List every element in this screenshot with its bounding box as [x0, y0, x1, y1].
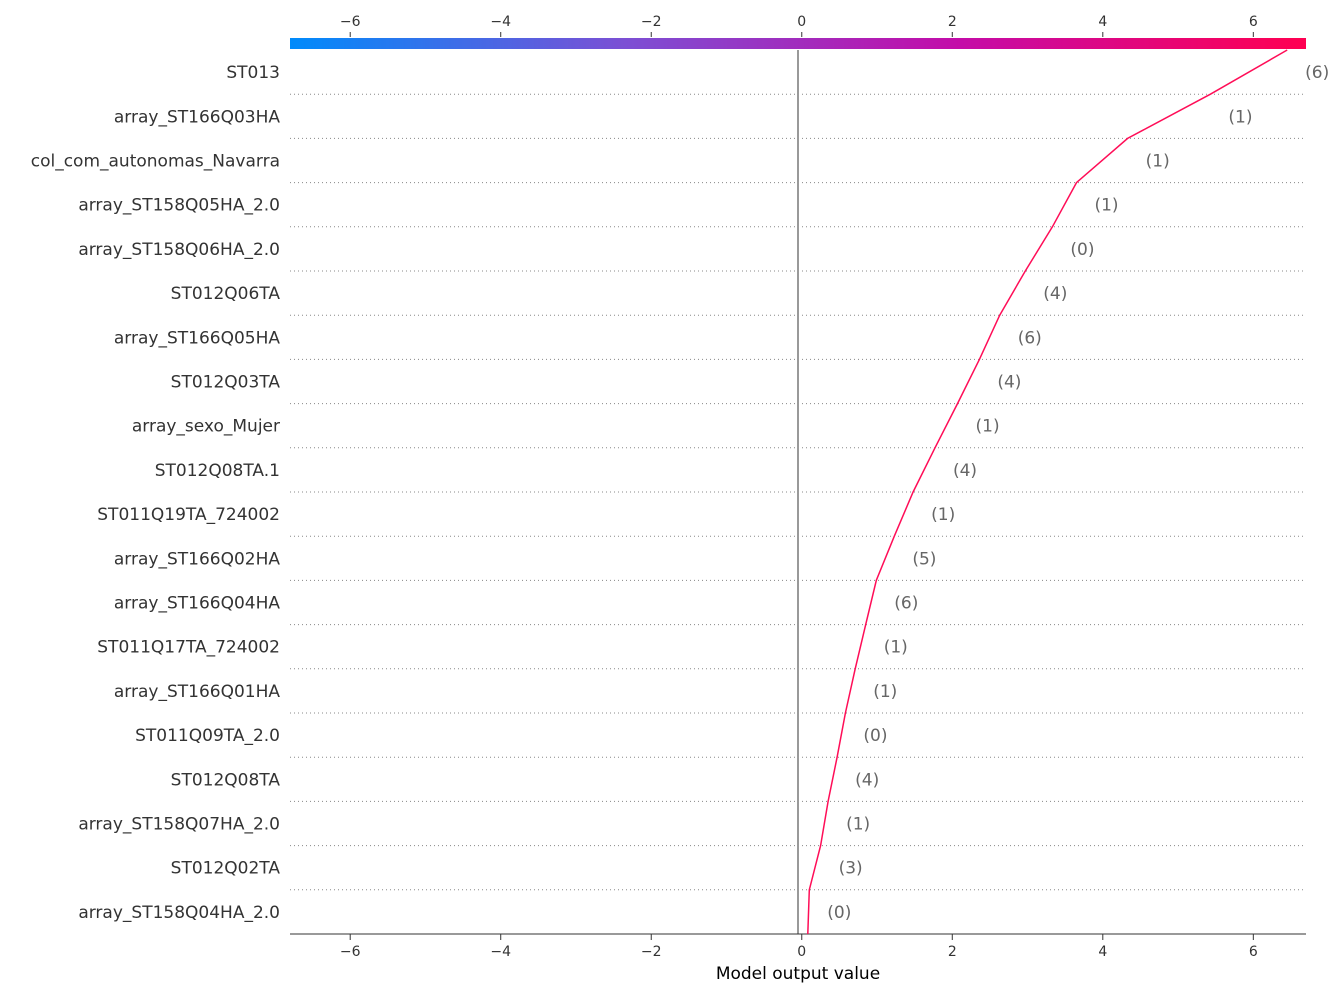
feature-value-label: (3) — [839, 859, 863, 879]
feature-value-label: (1) — [1146, 152, 1170, 172]
feature-value-label: (4) — [953, 461, 977, 481]
feature-value-label: (1) — [1094, 196, 1118, 216]
feature-value-label: (1) — [976, 417, 1000, 437]
colorbar — [290, 38, 1306, 49]
bottom-tick-label: 0 — [797, 944, 806, 960]
feature-label: col_com_autonomas_Navarra — [31, 152, 280, 172]
bottom-tick-label: 4 — [1098, 944, 1107, 960]
feature-value-label: (6) — [1305, 63, 1329, 83]
feature-label: ST011Q19TA_724002 — [97, 505, 280, 525]
bottom-tick-label: 6 — [1249, 944, 1258, 960]
feature-label: array_ST158Q04HA_2.0 — [78, 903, 280, 923]
feature-label: ST011Q17TA_724002 — [97, 638, 280, 658]
feature-label: ST011Q09TA_2.0 — [135, 726, 280, 746]
feature-value-label: (0) — [863, 726, 887, 746]
feature-value-label: (0) — [1070, 240, 1094, 260]
feature-value-label: (1) — [1228, 107, 1252, 127]
feature-value-label: (6) — [1018, 328, 1042, 348]
bottom-tick-group: −6 −4 −2 0 2 4 6 — [340, 934, 1258, 960]
feature-label: ST013 — [226, 63, 280, 83]
top-tick-label: −6 — [340, 14, 361, 30]
feature-value-label: (4) — [855, 770, 879, 790]
bottom-tick-label: −6 — [340, 944, 361, 960]
feature-label-group: ST013 array_ST166Q03HA col_com_autonomas_N… — [31, 63, 281, 923]
feature-label: array_ST158Q06HA_2.0 — [78, 240, 280, 260]
decision-line — [807, 49, 1288, 935]
feature-label: array_ST166Q01HA — [114, 682, 280, 702]
feature-value-label: (0) — [827, 903, 851, 923]
top-tick-label: 6 — [1249, 14, 1258, 30]
top-tick-label: −2 — [641, 14, 662, 30]
feature-label: ST012Q03TA — [171, 373, 281, 393]
feature-value-label: (5) — [912, 549, 936, 569]
feature-value-label: (1) — [873, 682, 897, 702]
feature-label: array_ST166Q04HA — [114, 594, 280, 614]
top-tick-label: 0 — [797, 14, 806, 30]
top-tick-group: −6 −4 −2 0 2 4 6 — [340, 14, 1258, 37]
top-tick-label: −4 — [490, 14, 511, 30]
feature-value-label: (1) — [931, 505, 955, 525]
bottom-tick-label: −4 — [490, 944, 511, 960]
feature-label: array_sexo_Mujer — [132, 417, 280, 437]
feature-value-label: (4) — [997, 373, 1021, 393]
feature-value-label: (6) — [894, 594, 918, 614]
feature-label: array_ST166Q03HA — [114, 107, 280, 127]
feature-value-label: (1) — [884, 638, 908, 658]
x-axis-label: Model output value — [716, 964, 880, 984]
feature-label: ST012Q06TA — [171, 284, 281, 304]
feature-value-label: (4) — [1043, 284, 1067, 304]
feature-label: array_ST158Q05HA_2.0 — [78, 196, 280, 216]
feature-label: array_ST166Q02HA — [114, 549, 280, 569]
bottom-tick-label: −2 — [641, 944, 662, 960]
feature-label: ST012Q08TA — [171, 770, 281, 790]
top-tick-label: 4 — [1098, 14, 1107, 30]
feature-value-label: (1) — [846, 815, 870, 835]
feature-label: array_ST166Q05HA — [114, 328, 280, 348]
feature-value-group: (6) (1) (1) (1) (0) (4) (6) (4) (1) (4) (1) (5) (6) (… — [827, 63, 1329, 923]
feature-label: ST012Q02TA — [171, 859, 281, 879]
top-tick-label: 2 — [948, 14, 957, 30]
bottom-tick-label: 2 — [948, 944, 957, 960]
feature-label: array_ST158Q07HA_2.0 — [78, 815, 280, 835]
feature-label: ST012Q08TA.1 — [155, 461, 280, 481]
